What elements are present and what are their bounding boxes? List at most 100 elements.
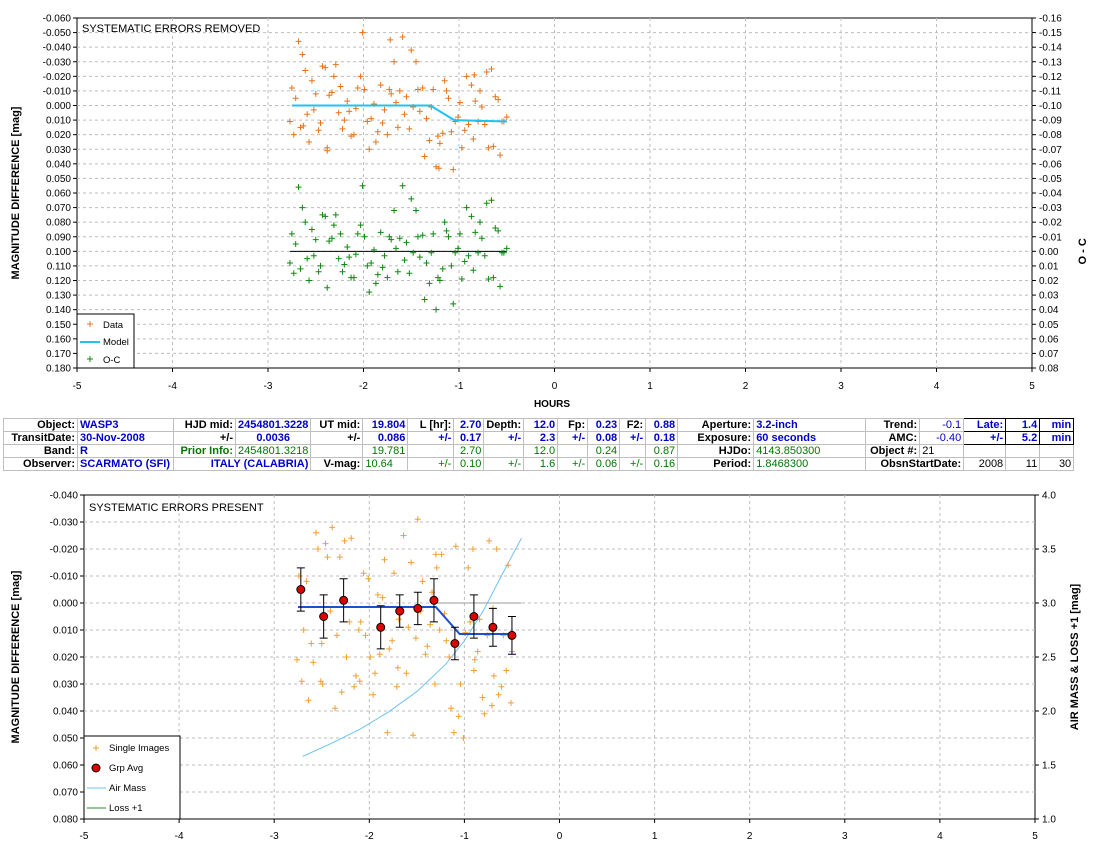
oc-point	[443, 227, 450, 234]
prior-length-err-value: 0.10	[453, 457, 485, 471]
data-point	[497, 152, 504, 159]
hjd-mid-key: HJD mid:	[173, 418, 236, 432]
hjd-err-key: +/-	[173, 431, 236, 445]
y2-tick-label: -0.06	[1039, 159, 1062, 170]
single-image-point	[351, 683, 358, 690]
oc-point	[416, 254, 423, 261]
f2-err-key: +/-	[619, 431, 647, 445]
data-point	[396, 87, 403, 94]
single-image-point	[365, 575, 372, 582]
x-tick-label: -5	[73, 381, 82, 392]
data-point	[374, 128, 381, 135]
y-tick-label: -0.030	[50, 518, 79, 529]
single-image-point	[471, 656, 478, 663]
single-image-point	[427, 621, 434, 628]
oc-point	[495, 227, 502, 234]
aperture-value: 3.2-inch	[753, 418, 867, 432]
single-image-point	[476, 616, 483, 623]
y-axis-label: MAGNITUDE DIFFERENCE [mag]	[10, 106, 22, 279]
aperture-key: Aperture:	[677, 418, 755, 432]
oc-point	[315, 268, 322, 275]
y2-tick-label: -0.04	[1039, 189, 1062, 200]
model-line	[291, 104, 507, 123]
oc-point	[324, 284, 331, 291]
oc-point	[413, 207, 420, 214]
y2-tick-label: 0.00	[1039, 247, 1059, 258]
single-image-point	[362, 632, 369, 639]
data-point	[290, 131, 297, 138]
oc-point	[475, 249, 482, 256]
oc-point	[335, 255, 342, 262]
y2-tick-label: -0.09	[1039, 116, 1062, 127]
data-point	[394, 124, 401, 131]
single-image-point	[432, 551, 439, 558]
band-value: R	[77, 444, 174, 458]
amc-key: AMC:	[865, 431, 921, 445]
oc-point	[374, 271, 381, 278]
y2-tick-label: -0.15	[1039, 28, 1062, 39]
single-image-point	[341, 537, 348, 544]
y2-tick-label: 0.01	[1039, 261, 1059, 272]
data-point	[439, 130, 446, 137]
data-point	[448, 128, 455, 135]
oc-point	[414, 233, 421, 240]
data-point	[406, 125, 413, 132]
hjd-mid-value: 2454801.3228	[234, 418, 312, 432]
data-point	[361, 86, 368, 93]
single-image-point	[360, 570, 367, 577]
single-image-point	[419, 578, 426, 585]
x-tick-label: -2	[365, 831, 374, 842]
y2-tick-label: 1.5	[1042, 761, 1056, 772]
grp-avg-point	[413, 603, 423, 613]
single-image-point	[433, 564, 440, 571]
single-image-point	[329, 524, 336, 531]
y2-tick-label: -0.14	[1039, 43, 1062, 54]
oc-point	[286, 260, 293, 266]
y2-tick-label: -0.07	[1039, 145, 1062, 156]
single-image-point	[319, 681, 326, 687]
single-image-point	[324, 554, 331, 561]
oc-point	[302, 219, 309, 226]
oc-point	[312, 236, 319, 243]
data-point	[421, 153, 428, 160]
single-image-point	[486, 537, 493, 544]
data-point	[364, 118, 371, 125]
oc-point	[485, 276, 492, 283]
y-tick-label: -0.010	[43, 86, 72, 97]
single-image-point	[498, 683, 505, 690]
y-tick-label: 0.090	[46, 232, 71, 243]
y2-tick-label: -0.03	[1039, 203, 1062, 214]
oc-point	[503, 245, 510, 252]
y-tick-label: -0.060	[43, 14, 72, 25]
y-tick-label: -0.020	[43, 72, 72, 83]
oc-point	[492, 225, 499, 231]
oc-point	[371, 246, 378, 253]
prior-depth-err-value: 1.6	[523, 457, 559, 471]
data-point	[366, 146, 373, 153]
data-point	[326, 92, 333, 99]
y-tick-label: 0.030	[53, 680, 78, 691]
x-tick-label: -1	[460, 831, 469, 842]
oc-point	[288, 230, 295, 237]
f2-err-value: 0.18	[645, 431, 679, 445]
oc-point	[428, 249, 435, 256]
single-image-point	[381, 556, 388, 563]
single-image-point	[457, 681, 464, 687]
oc-point	[408, 195, 415, 202]
oc-point	[463, 204, 470, 211]
oc-point	[403, 239, 410, 246]
prior-length-value: 2.70	[453, 444, 485, 458]
single-image-point	[314, 546, 321, 552]
data-point	[492, 93, 499, 100]
x-tick-label: -3	[270, 831, 279, 842]
prior-hjd-value: 2454801.3218	[234, 444, 312, 458]
y-tick-label: 0.070	[46, 203, 71, 214]
y-tick-label: 0.080	[53, 815, 78, 826]
y-tick-label: 0.140	[46, 305, 71, 316]
legend-grp-marker	[91, 763, 101, 773]
exposure-value: 60 seconds	[753, 431, 867, 445]
oc-point	[384, 274, 391, 281]
data-point	[455, 114, 462, 121]
x-tick-label: -5	[80, 831, 89, 842]
y2-tick-label: -0.12	[1039, 72, 1062, 83]
